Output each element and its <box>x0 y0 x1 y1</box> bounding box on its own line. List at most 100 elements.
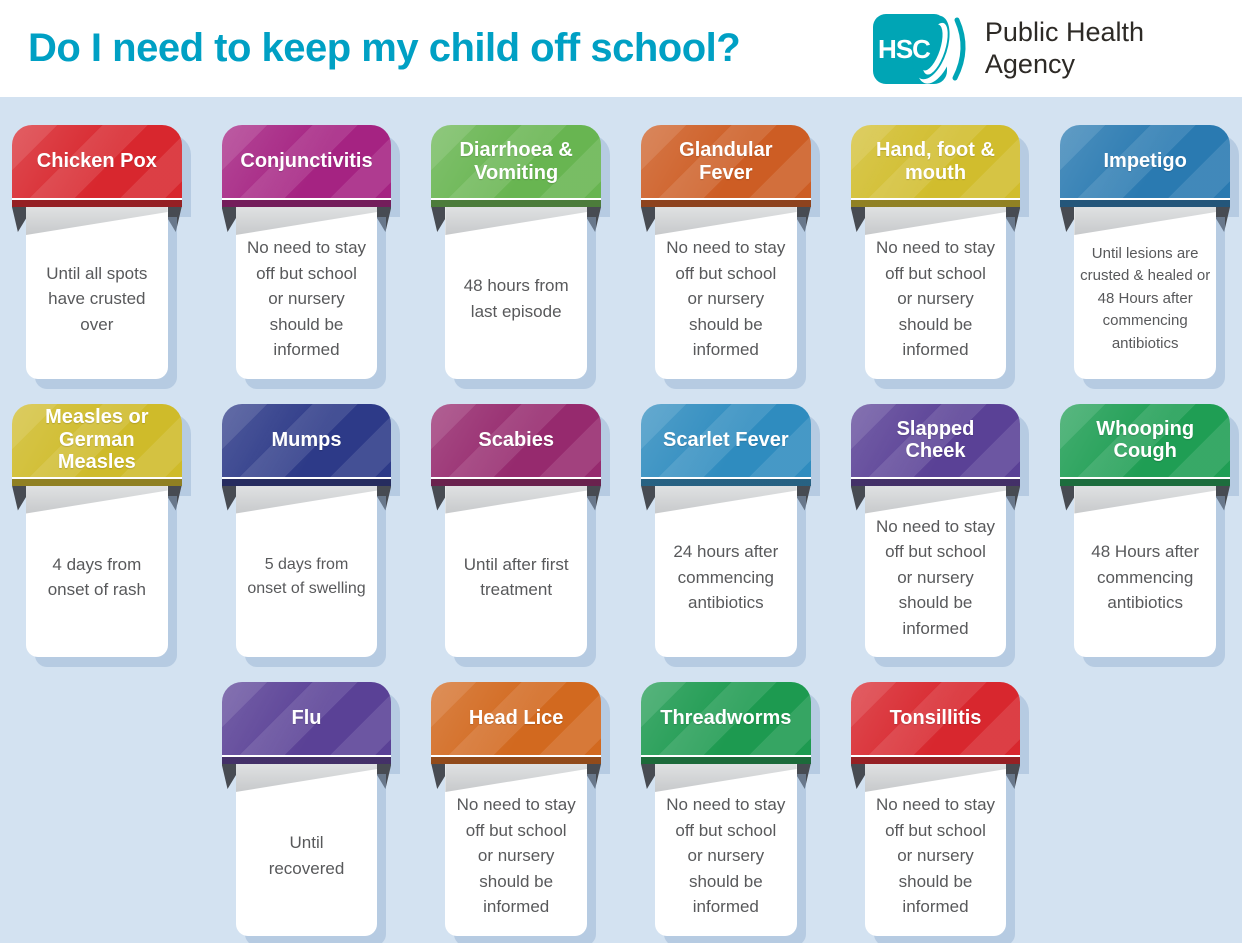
condition-card: Mumps 5 days from onset of swelling <box>221 403 392 657</box>
condition-card-header: Scabies <box>431 403 601 486</box>
paper-fold-wedge <box>445 485 587 514</box>
paper-fold-wedge <box>235 207 378 235</box>
paper-fold-wedge <box>445 764 587 792</box>
condition-name: Measles or German Measles <box>45 406 149 474</box>
condition-card: Impetigo Until lesions are crusted & hea… <box>1060 125 1230 379</box>
condition-card-body: No need to stay off but school or nurser… <box>655 207 797 379</box>
condition-card-header: Hand, foot & mouth <box>850 125 1021 207</box>
logo-org-line2: Agency <box>984 48 1075 79</box>
condition-name: Chicken Pox <box>36 150 157 173</box>
paper-fold-wedge <box>864 207 1007 235</box>
condition-card-body: 4 days from onset of rash <box>26 485 168 657</box>
condition-card-header: Conjunctivitis <box>221 125 392 207</box>
condition-card-header: Diarrhoea & Vomiting <box>431 125 601 207</box>
header-bottom-strip <box>431 478 601 486</box>
condition-card-body: No need to stay off but school or nurser… <box>445 764 587 936</box>
hsc-logo-abbr: HSC <box>878 34 931 64</box>
condition-card: Whooping Cough 48 Hours after commencing… <box>1060 403 1230 657</box>
exclusion-guidance-text: No need to stay off but school or nurser… <box>666 795 786 916</box>
header-divider-line <box>1060 476 1230 479</box>
condition-name: Mumps <box>271 428 342 451</box>
header-bottom-strip <box>1060 200 1230 207</box>
condition-card: Hand, foot & mouth No need to stay off b… <box>850 125 1021 379</box>
condition-card-body: No need to stay off but school or nurser… <box>655 764 797 936</box>
exclusion-guidance-text: Until all spots have crusted over <box>46 263 148 334</box>
paper-fold-wedge <box>864 485 1007 514</box>
condition-card-header: Whooping Cough <box>1060 403 1230 486</box>
header-bottom-strip <box>641 200 811 207</box>
exclusion-guidance-text: No need to stay off but school or nurser… <box>875 795 996 916</box>
condition-name: Head Lice <box>468 707 564 730</box>
header-divider-line <box>431 198 601 200</box>
header-bottom-strip <box>221 478 392 486</box>
condition-card-header: Glandular Fever <box>641 125 811 207</box>
condition-card-body: No need to stay off but school or nurser… <box>864 764 1007 936</box>
page-title: Do I need to keep my child off school? <box>28 26 741 70</box>
condition-card: Diarrhoea & Vomiting 48 hours from last … <box>431 125 601 379</box>
condition-card-header: Impetigo <box>1060 125 1230 207</box>
header-divider-line <box>850 755 1021 757</box>
header-bottom-strip <box>850 757 1021 764</box>
header-divider-line <box>431 755 601 757</box>
exclusion-guidance-text: No need to stay off but school or nurser… <box>666 238 786 359</box>
exclusion-guidance-text: No need to stay off but school or nurser… <box>875 238 996 359</box>
condition-card-header: Chicken Pox <box>12 125 182 207</box>
condition-card: Head Lice No need to stay off but school… <box>431 682 601 936</box>
condition-card-body: Until all spots have crusted over <box>26 207 168 379</box>
condition-card: Threadworms No need to stay off but scho… <box>641 682 811 936</box>
condition-card: Chicken Pox Until all spots have crusted… <box>12 125 182 379</box>
exclusion-guidance-text: 4 days from onset of rash <box>47 554 146 600</box>
hsc-logo: HSC Public Health Agency <box>872 11 1144 87</box>
condition-card-header: Head Lice <box>431 682 601 764</box>
header-divider-line <box>850 198 1021 200</box>
condition-name: Whooping Cough <box>1096 417 1195 462</box>
hsc-logo-icon: HSC <box>872 13 966 84</box>
condition-cards-grid: Chicken Pox Until all spots have crusted… <box>0 97 1242 943</box>
exclusion-guidance-text: Until lesions are crusted & healed or 48… <box>1080 244 1211 352</box>
paper-fold-wedge <box>1074 207 1216 235</box>
condition-card-header: Mumps <box>221 403 392 486</box>
header-divider-line <box>850 476 1021 479</box>
header-bottom-strip <box>1060 478 1230 486</box>
condition-card: Slapped Cheek No need to stay off but sc… <box>850 403 1021 657</box>
paper-fold-wedge <box>655 485 797 514</box>
condition-card: Scarlet Fever 24 hours after commencing … <box>641 403 811 657</box>
condition-card-header: Scarlet Fever <box>641 403 811 486</box>
header-bottom-strip <box>641 478 811 486</box>
condition-card-body: No need to stay off but school or nurser… <box>864 485 1007 657</box>
paper-fold-wedge <box>655 764 797 792</box>
header-divider-line <box>431 476 601 479</box>
condition-name: Scabies <box>478 428 554 451</box>
condition-name: Flu <box>291 707 322 730</box>
condition-name: Tonsillitis <box>889 707 982 730</box>
condition-name: Conjunctivitis <box>240 150 373 173</box>
paper-fold-wedge <box>655 207 797 235</box>
paper-fold-wedge <box>235 485 378 514</box>
header-divider-line <box>12 198 182 200</box>
header-bottom-strip <box>221 757 392 764</box>
header-divider-line <box>641 755 811 757</box>
exclusion-guidance-text: Until after first treatment <box>463 554 569 600</box>
logo-org-line1: Public Health <box>984 17 1144 48</box>
condition-name: Hand, foot & mouth <box>876 139 995 184</box>
condition-card-body: 5 days from onset of swelling <box>235 485 378 657</box>
header-divider-line <box>641 476 811 479</box>
header-bottom-strip <box>12 478 182 486</box>
logo-org-name: Public Health Agency <box>985 17 1144 79</box>
header-bottom-strip <box>431 757 601 764</box>
exclusion-guidance-text: No need to stay off but school or nurser… <box>246 238 367 359</box>
condition-card-body: Until recovered <box>235 764 378 936</box>
condition-card-header: Flu <box>221 682 392 764</box>
condition-card-header: Threadworms <box>641 682 811 764</box>
exclusion-guidance-text: 5 days from onset of swelling <box>247 556 366 598</box>
condition-name: Slapped Cheek <box>896 417 975 462</box>
condition-card-body: 48 hours from last episode <box>445 207 587 379</box>
condition-card: Tonsillitis No need to stay off but scho… <box>850 682 1021 936</box>
condition-card-body: 24 hours after commencing antibiotics <box>655 485 797 657</box>
condition-card: Conjunctivitis No need to stay off but s… <box>221 125 392 379</box>
condition-name: Impetigo <box>1103 150 1187 173</box>
header-bottom-strip <box>850 200 1021 207</box>
condition-card-header: Slapped Cheek <box>850 403 1021 486</box>
paper-fold-wedge <box>235 764 378 792</box>
